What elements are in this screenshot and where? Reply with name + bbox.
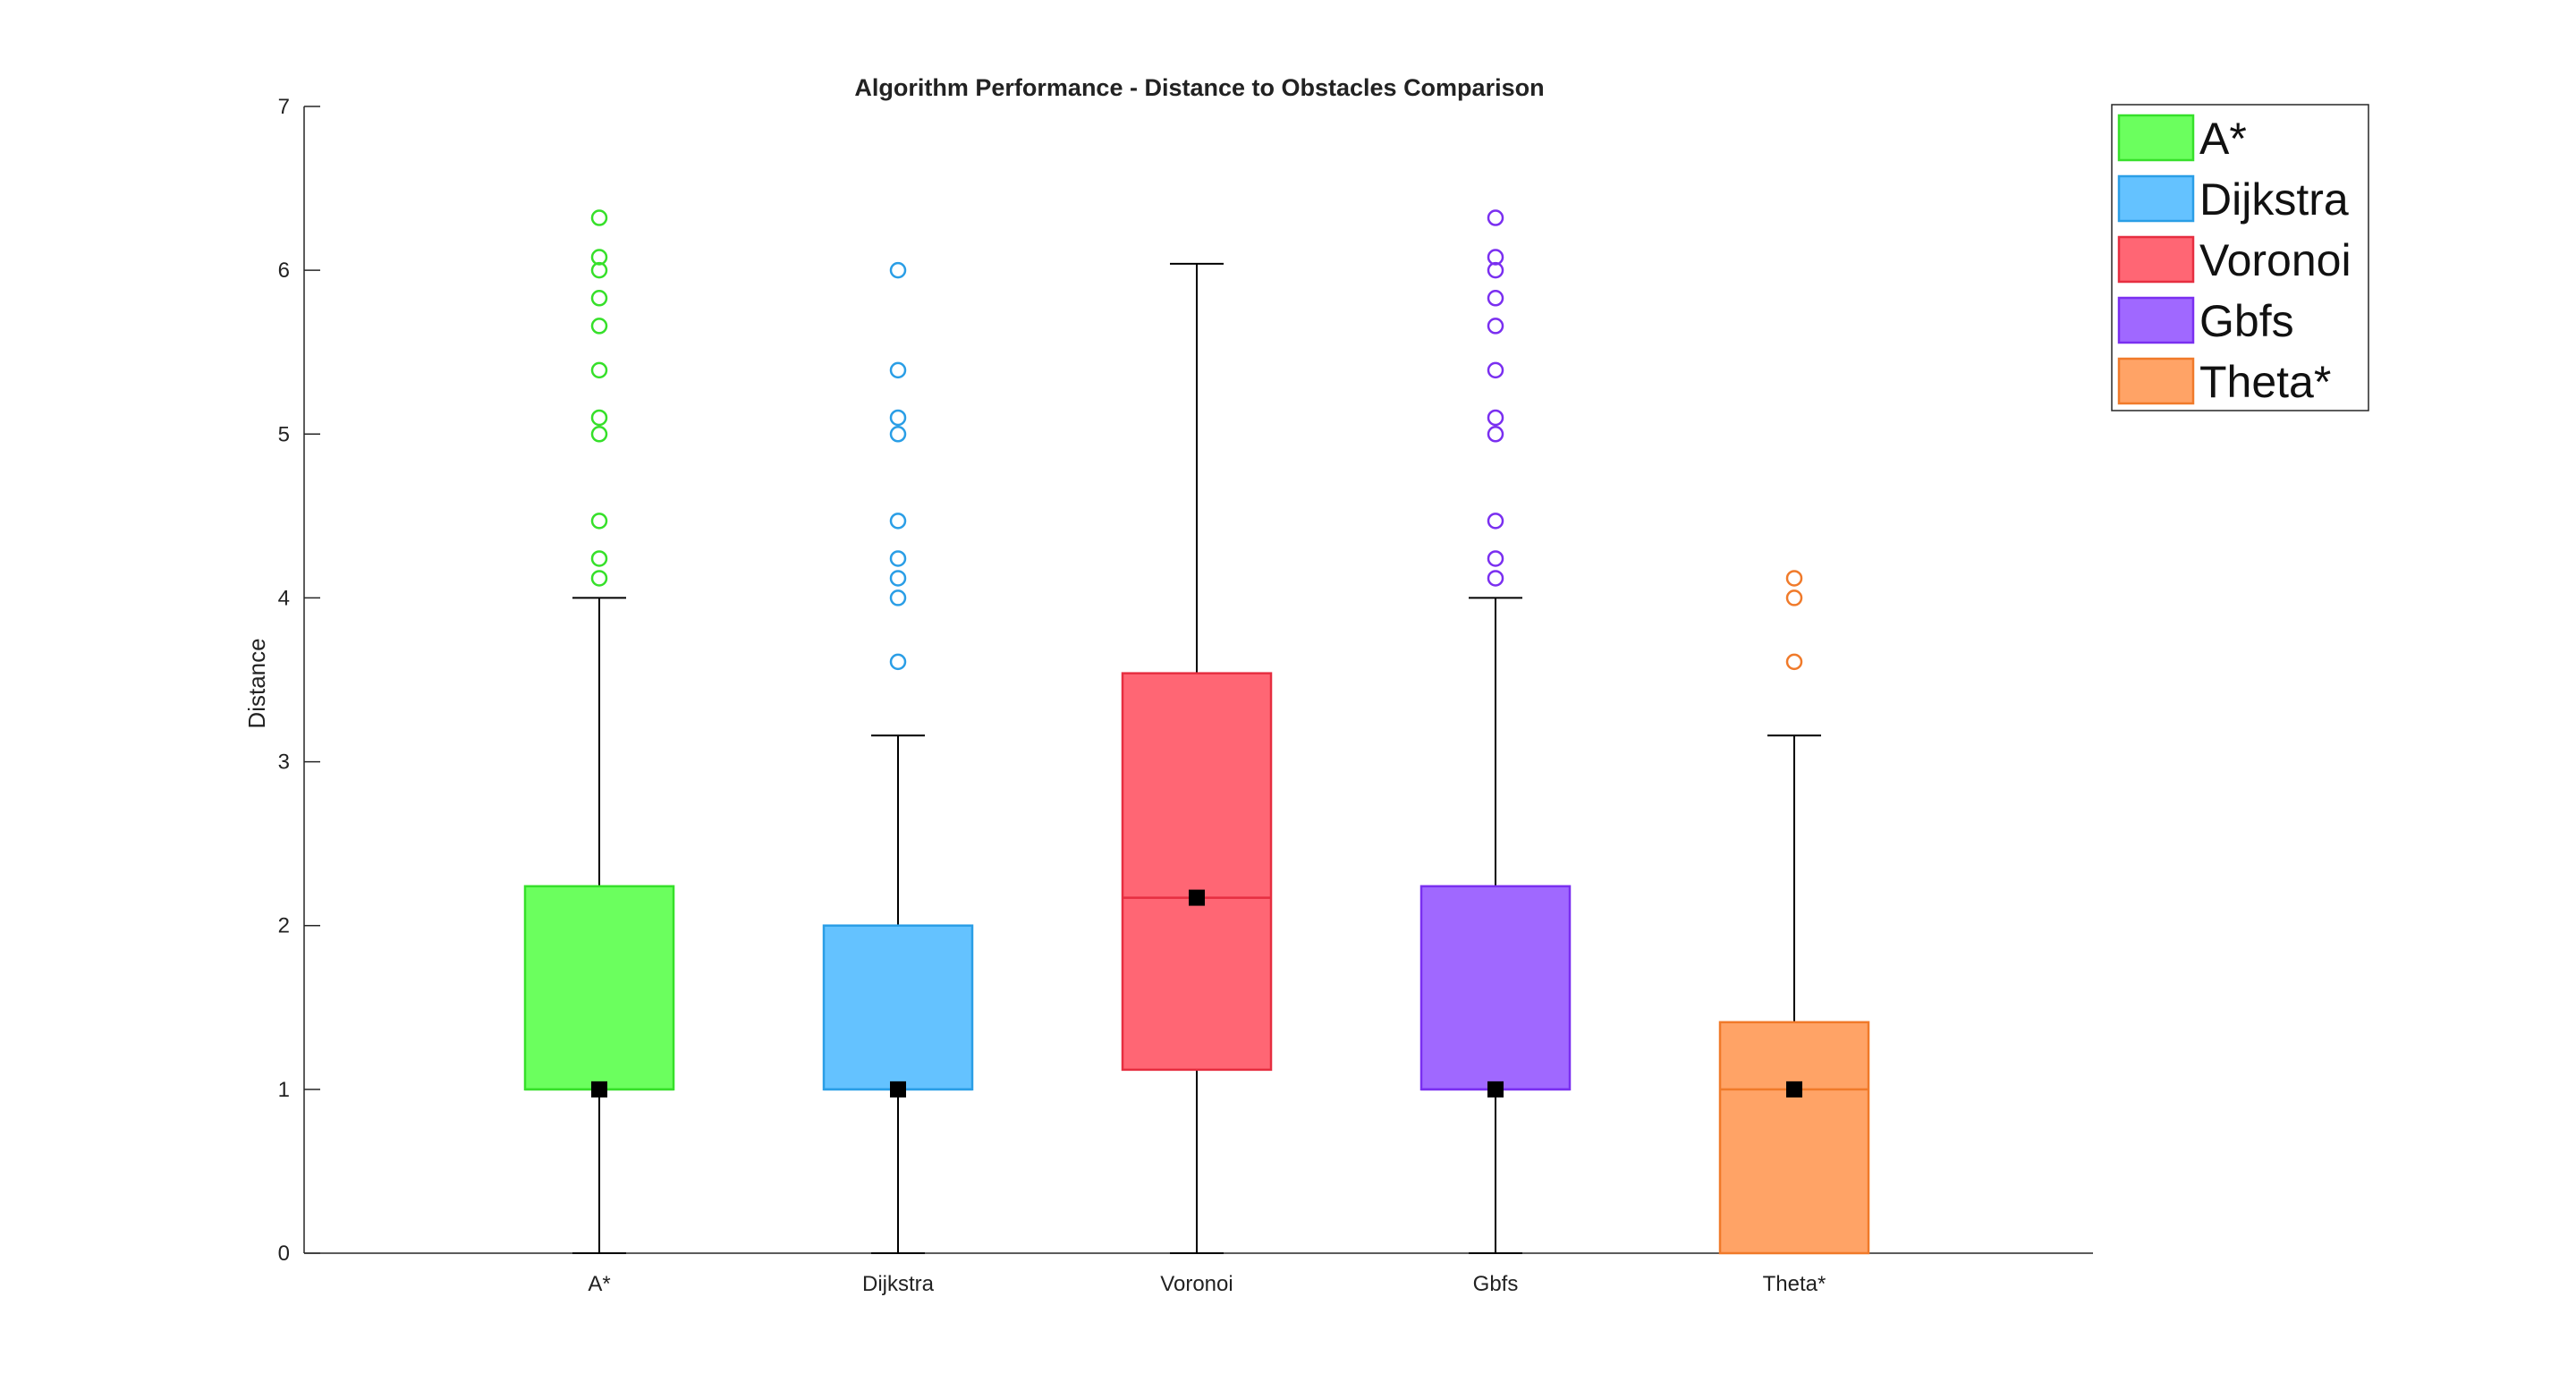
- chart-title: Algorithm Performance - Distance to Obst…: [854, 74, 1544, 101]
- y-tick-label: 7: [278, 95, 290, 119]
- outlier-point: [1785, 570, 1803, 587]
- y-tick-label: 6: [278, 259, 290, 283]
- legend-item: Dijkstra: [2117, 174, 2349, 225]
- outlier-point: [889, 261, 907, 279]
- y-tick-labels: 0 1 2 3 4 5 6 7: [278, 95, 290, 1266]
- box-group: [523, 209, 675, 1254]
- legend-label: Dijkstra: [2199, 174, 2349, 225]
- mean-marker: [1487, 1081, 1504, 1098]
- outlier-point: [590, 318, 608, 335]
- y-axis-label: Distance: [243, 638, 270, 728]
- outlier-point: [1487, 550, 1504, 567]
- outlier-point: [889, 361, 907, 379]
- y-tick-label: 1: [278, 1078, 290, 1102]
- y-tick-label: 4: [278, 586, 290, 610]
- legend-swatch: [2117, 357, 2195, 405]
- outlier-point: [590, 570, 608, 587]
- y-tick-label: 5: [278, 422, 290, 446]
- outlier-point: [1487, 409, 1504, 427]
- legend-swatch: [2117, 174, 2195, 223]
- outlier-point: [889, 653, 907, 671]
- outlier-point: [889, 513, 907, 530]
- outlier-point: [1487, 261, 1504, 279]
- x-tick-label: Gbfs: [1473, 1272, 1519, 1296]
- box-group: [1718, 570, 1870, 1255]
- outlier-point: [1487, 249, 1504, 266]
- legend-label: A*: [2199, 114, 2247, 164]
- legend-item: Theta*: [2117, 357, 2331, 407]
- x-tick-label: Dijkstra: [862, 1272, 935, 1296]
- outlier-point: [1487, 318, 1504, 335]
- outlier-point: [889, 409, 907, 427]
- box-iqr: [523, 885, 675, 1091]
- y-tick-label: 3: [278, 750, 290, 775]
- outlier-point: [1785, 589, 1803, 606]
- outlier-point: [889, 550, 907, 567]
- x-tick-label: Theta*: [1763, 1272, 1826, 1296]
- legend-item: Gbfs: [2117, 296, 2294, 346]
- x-tick-label: A*: [588, 1272, 610, 1296]
- x-tick-label: Voronoi: [1160, 1272, 1233, 1296]
- outlier-point: [889, 426, 907, 443]
- y-tick-label: 2: [278, 914, 290, 938]
- box-group: [822, 261, 974, 1254]
- outlier-point: [1785, 653, 1803, 671]
- box-series: [523, 209, 1870, 1255]
- y-tick-label: 0: [278, 1242, 290, 1266]
- outlier-point: [889, 570, 907, 587]
- outlier-point: [590, 550, 608, 567]
- outlier-point: [1487, 426, 1504, 443]
- outlier-point: [1487, 570, 1504, 587]
- box-iqr: [1718, 1021, 1870, 1255]
- box-iqr: [1419, 885, 1572, 1091]
- outlier-point: [590, 261, 608, 279]
- box-iqr: [822, 924, 974, 1091]
- outlier-point: [1487, 513, 1504, 530]
- mean-marker: [591, 1081, 607, 1098]
- outlier-point: [590, 249, 608, 266]
- box-group: [1419, 209, 1572, 1254]
- mean-marker: [1189, 889, 1205, 906]
- outlier-point: [1487, 361, 1504, 379]
- outlier-point: [1487, 290, 1504, 307]
- legend-swatch: [2117, 114, 2195, 162]
- legend-label: Theta*: [2199, 357, 2331, 407]
- x-tick-labels: A* Dijkstra Voronoi Gbfs Theta*: [588, 1272, 1826, 1296]
- box-iqr: [1121, 672, 1273, 1072]
- legend-swatch: [2117, 296, 2195, 344]
- legend-item: A*: [2117, 114, 2247, 164]
- outlier-point: [1487, 209, 1504, 226]
- legend-swatch: [2117, 235, 2195, 284]
- mean-marker: [1786, 1081, 1802, 1098]
- outlier-point: [590, 290, 608, 307]
- legend-item: Voronoi: [2117, 235, 2351, 285]
- outlier-point: [590, 513, 608, 530]
- outlier-point: [590, 209, 608, 226]
- outlier-point: [590, 361, 608, 379]
- outlier-point: [590, 426, 608, 443]
- outlier-point: [889, 589, 907, 606]
- box-group: [1121, 262, 1273, 1254]
- legend-label: Voronoi: [2199, 235, 2351, 285]
- outlier-point: [590, 409, 608, 427]
- legend: A* Dijkstra Voronoi Gbfs Theta*: [2111, 104, 2369, 411]
- mean-marker: [890, 1081, 906, 1098]
- legend-label: Gbfs: [2199, 296, 2294, 346]
